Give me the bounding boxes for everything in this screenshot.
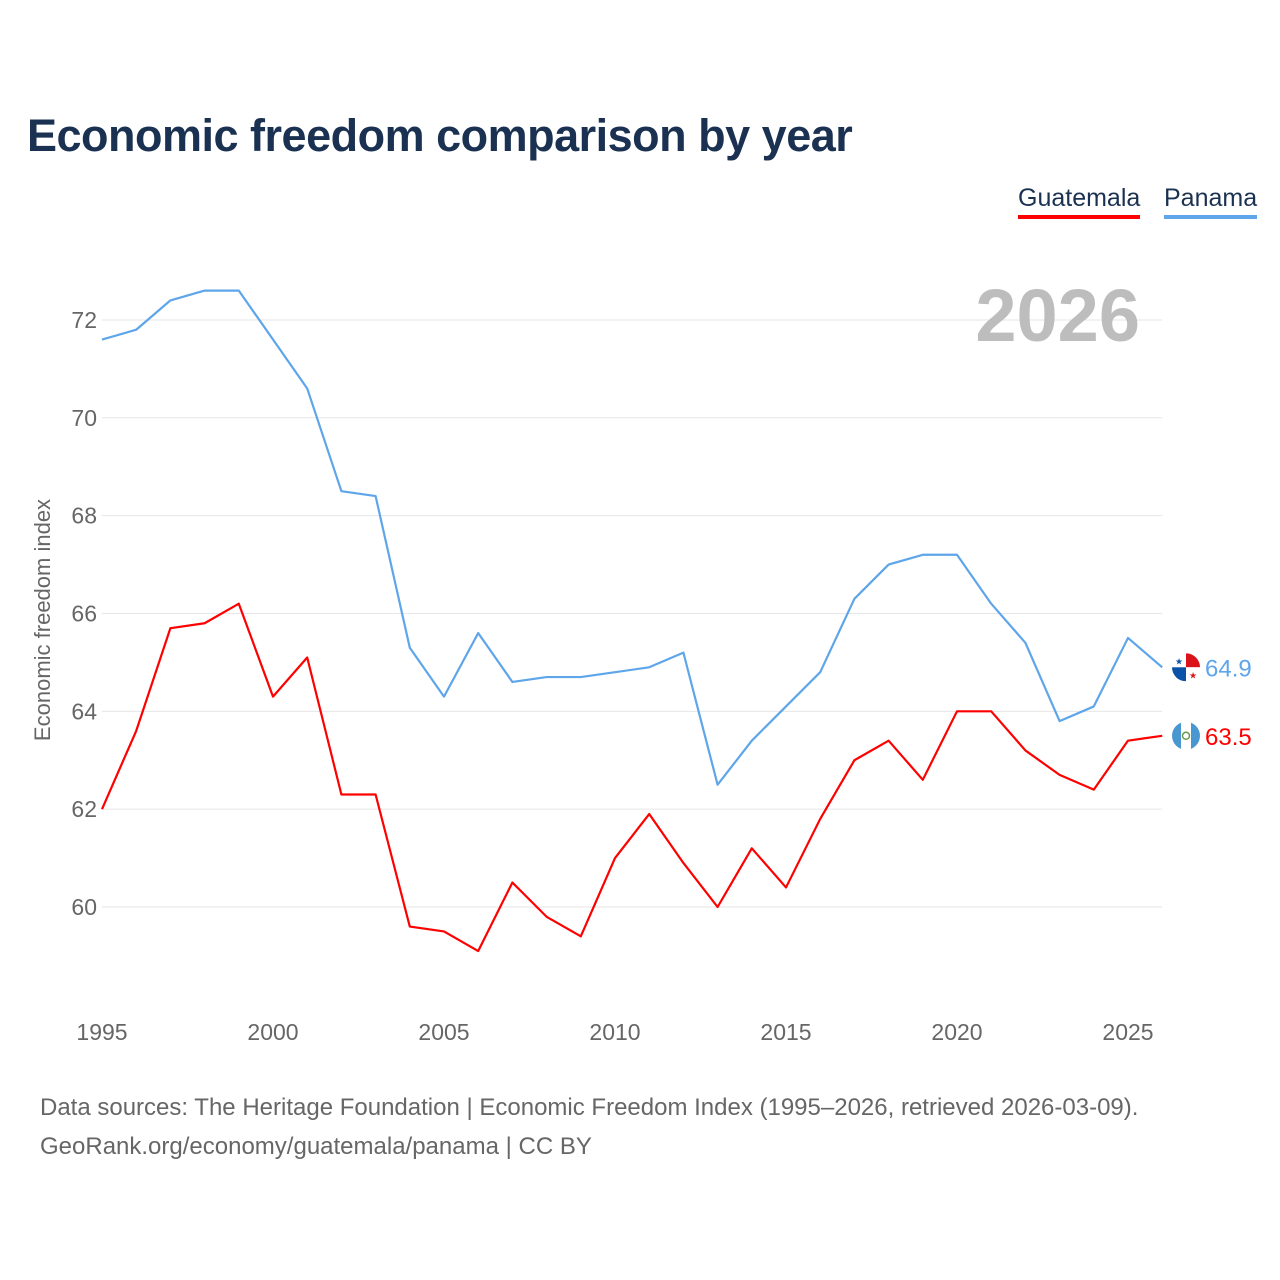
x-tick-label: 2000 (247, 1019, 298, 1045)
y-tick-label: 62 (71, 796, 97, 822)
legend-guatemala[interactable]: Guatemala (1018, 184, 1141, 219)
y-tick-label: 68 (71, 503, 97, 529)
end-label-panama: 64.9 (1205, 655, 1252, 682)
x-tick-label: 2015 (760, 1019, 811, 1045)
source-line-1: Data sources: The Heritage Foundation | … (40, 1094, 1139, 1121)
end-label-guatemala: 63.5 (1205, 724, 1252, 751)
star-icon: ★ (1189, 670, 1197, 680)
chart-title: Economic freedom comparison by year (27, 110, 853, 161)
legend-panama[interactable]: Panama (1164, 184, 1258, 219)
source-note: Data sources: The Heritage Foundation | … (40, 1088, 1138, 1166)
series-line-guatemala (100, 602, 1163, 953)
x-tick-label: 2020 (931, 1019, 982, 1045)
x-tick-label: 2025 (1102, 1019, 1153, 1045)
y-tick-label: 66 (71, 600, 97, 626)
x-tick-label: 1995 (76, 1019, 127, 1045)
y-tick-label: 72 (71, 307, 97, 333)
x-tick-label: 2005 (418, 1019, 469, 1045)
emblem-icon (1181, 731, 1191, 741)
y-axis-label: Economic freedom index (30, 499, 55, 741)
star-icon: ★ (1175, 656, 1183, 666)
source-line-2[interactable]: GeoRank.org/economy/guatemala/panama | C… (40, 1133, 592, 1160)
y-tick-label: 70 (71, 405, 97, 431)
y-tick-label: 64 (71, 698, 97, 724)
guatemala-flag-icon (1172, 721, 1200, 750)
series-line-panama (101, 289, 1163, 786)
year-watermark: 2026 (975, 274, 1140, 357)
x-tick-label: 2010 (589, 1019, 640, 1045)
y-tick-label: 60 (71, 894, 97, 920)
